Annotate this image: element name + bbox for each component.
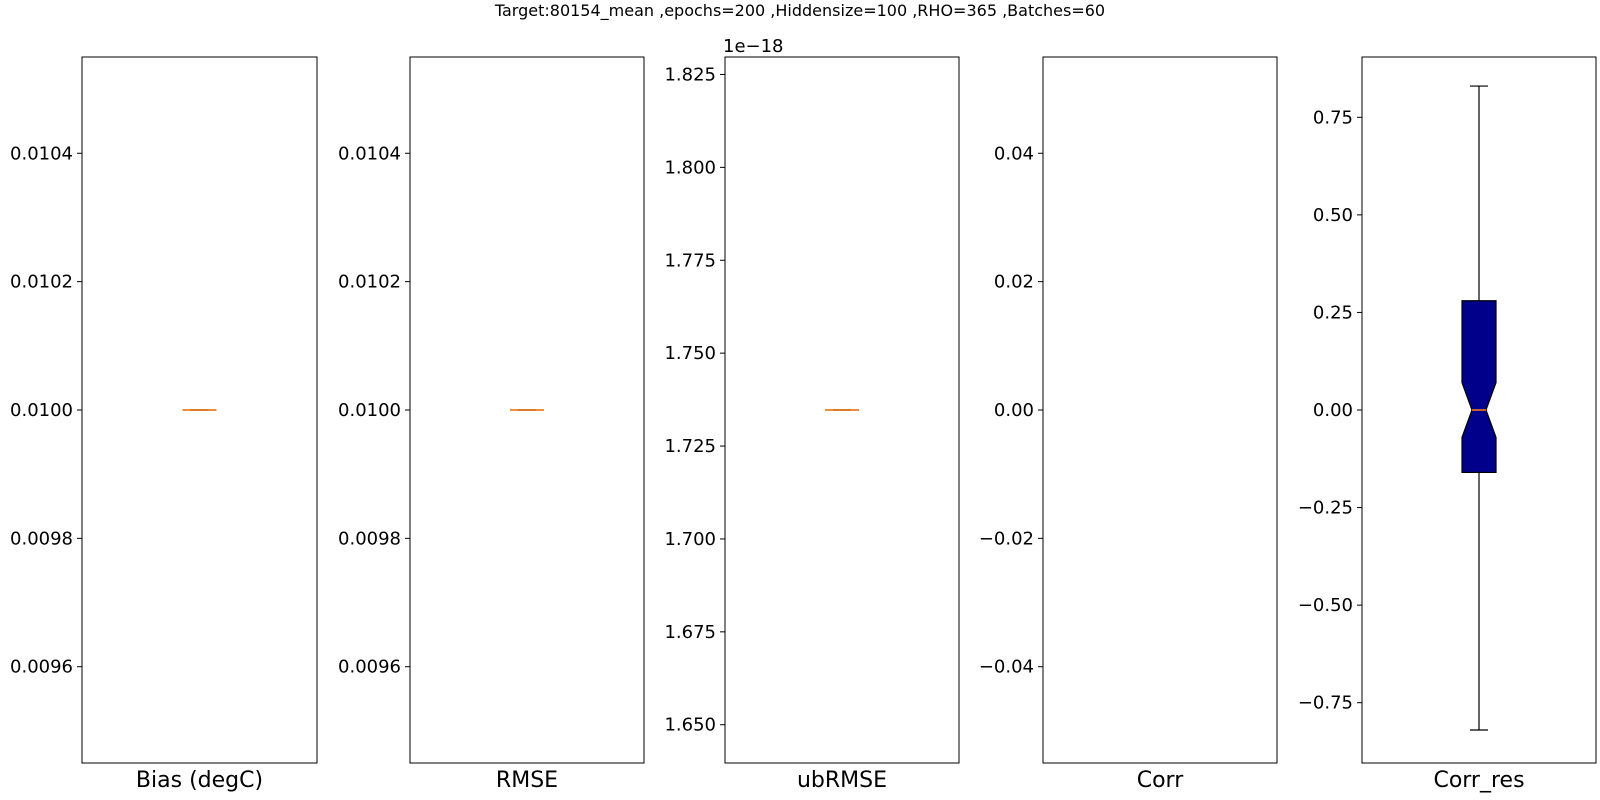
y-tick-label: 1.750 [664, 343, 716, 364]
y-tick-label: 1.800 [664, 157, 716, 178]
axes-frame [1042, 56, 1278, 764]
subplot-1: 0.0096 0.0098 0.0100 0.0102 0.0104 Bias (degC… [10, 56, 318, 793]
y-offset-label: 1e−18 [723, 36, 784, 57]
y-tick-label: 0.0104 [338, 143, 401, 164]
y-tick-label: 0.0104 [10, 143, 73, 164]
y-tick-label: 1.700 [664, 529, 716, 550]
y-tick-label: 0.0096 [10, 657, 73, 678]
y-tick-label: 0.0098 [10, 528, 73, 549]
y-tick-label: 0.0100 [10, 400, 73, 421]
y-tick-label: 0.02 [994, 272, 1034, 293]
x-axis-label: ubRMSE [797, 768, 887, 793]
y-tick-label: 0.04 [994, 143, 1034, 164]
x-axis-label: Bias (degC) [136, 768, 263, 793]
y-tick-label: 0.0096 [338, 657, 401, 678]
y-tick-label: −0.50 [1298, 595, 1353, 616]
subplot-4: −0.04 −0.02 0.00 0.02 0.04 Corr [979, 56, 1278, 793]
x-axis-label: Corr_res [1433, 768, 1524, 793]
y-tick-label: −0.02 [979, 528, 1034, 549]
y-tick-label: −0.25 [1298, 498, 1353, 519]
notched-box [1461, 300, 1497, 474]
y-tick-label: 0.0102 [338, 272, 401, 293]
y-tick-label: 0.0100 [338, 400, 401, 421]
y-tick-label: 1.650 [664, 715, 716, 736]
subplot-2: 0.0096 0.0098 0.0100 0.0102 0.0104 RMSE [338, 56, 645, 793]
axes-frame [724, 56, 960, 764]
y-tick-label: 0.0098 [338, 528, 401, 549]
subplot-5: −0.75 −0.50 −0.25 0.00 0.25 0.50 0.75 Corr_res [1298, 56, 1597, 793]
y-tick-label: 1.675 [664, 622, 716, 643]
y-tick-label: −0.75 [1298, 693, 1353, 714]
y-tick-label: 0.75 [1313, 107, 1353, 128]
figure-title: Target:80154_mean ,epochs=200 ,Hiddensiz… [494, 1, 1106, 20]
y-tick-label: 0.50 [1313, 205, 1353, 226]
y-tick-label: 0.25 [1313, 302, 1353, 323]
y-tick-label: 1.775 [664, 250, 716, 271]
y-tick-label: 0.00 [994, 400, 1034, 421]
y-tick-label: 0.00 [1313, 400, 1353, 421]
subplot-3: 1.650 1.675 1.700 1.725 1.750 1.775 1.800 1.825… [664, 36, 960, 793]
x-axis-label: RMSE [496, 768, 558, 793]
y-tick-label: 0.0102 [10, 272, 73, 293]
y-tick-label: −0.04 [979, 657, 1034, 678]
y-tick-label: 1.825 [664, 64, 716, 85]
y-tick-label: 1.725 [664, 436, 716, 457]
x-axis-label: Corr [1137, 768, 1184, 793]
